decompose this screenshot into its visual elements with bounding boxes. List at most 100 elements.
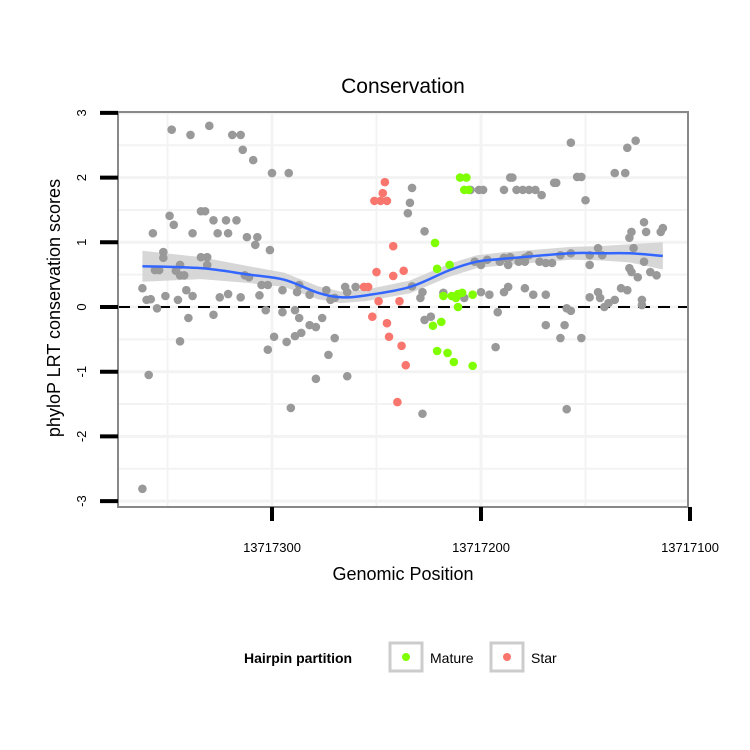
- data-point-other: [493, 307, 503, 317]
- data-point-other: [620, 168, 630, 178]
- data-point-other: [294, 313, 304, 323]
- data-point-other: [585, 260, 594, 270]
- data-point-other: [184, 313, 193, 323]
- data-point-other: [232, 216, 241, 225]
- data-point-star: [393, 397, 402, 407]
- data-point-other: [238, 145, 248, 155]
- data-point-other: [420, 227, 429, 236]
- legend-label-mature: Mature: [430, 650, 474, 666]
- data-point-other: [292, 287, 302, 297]
- data-point-other: [577, 333, 586, 343]
- data-point-other: [161, 291, 170, 301]
- data-point-other: [577, 172, 586, 182]
- data-point-other: [418, 287, 427, 297]
- data-point-other: [165, 211, 174, 221]
- legend: Hairpin partition Mature Star: [244, 641, 557, 673]
- data-point-other: [566, 138, 576, 147]
- data-point-other: [269, 332, 279, 342]
- data-point-other: [263, 345, 273, 355]
- data-point-mature: [462, 173, 471, 182]
- y-tick-label: -2: [74, 431, 89, 443]
- data-point-other: [324, 350, 333, 360]
- chart-title: Conservation: [341, 75, 465, 98]
- data-point-other: [595, 293, 605, 303]
- y-tick-label: 3: [74, 109, 89, 116]
- data-point-other: [311, 374, 321, 384]
- legend-key-mature: [402, 653, 410, 661]
- data-point-other: [593, 243, 603, 253]
- data-point-other: [625, 233, 634, 243]
- data-point-other: [518, 185, 528, 195]
- data-point-other: [242, 232, 252, 242]
- data-point-star: [372, 267, 381, 277]
- x-tick-label: 13717200: [452, 540, 510, 555]
- data-point-other: [284, 168, 294, 178]
- data-point-other: [351, 282, 360, 292]
- data-point-other: [209, 310, 218, 320]
- data-point-other: [476, 260, 486, 270]
- data-point-mature: [443, 348, 452, 358]
- data-point-other: [426, 312, 436, 322]
- data-point-other: [405, 198, 415, 208]
- data-point-other: [633, 272, 643, 282]
- data-point-other: [528, 290, 538, 300]
- data-point-other: [305, 290, 314, 300]
- data-point-other: [585, 292, 594, 302]
- data-point-star: [368, 312, 377, 322]
- data-point-other: [478, 185, 488, 195]
- confidence-band: [142, 242, 663, 304]
- data-point-star: [370, 196, 379, 206]
- data-point-other: [152, 303, 162, 313]
- data-point-other: [407, 183, 417, 193]
- data-point-mature: [457, 288, 467, 298]
- y-tick-label: 1: [74, 239, 89, 246]
- smooth-line: [142, 251, 663, 299]
- data-point-other: [658, 223, 668, 233]
- data-point-other: [623, 143, 632, 153]
- data-point-star: [374, 296, 383, 306]
- data-point-other: [213, 228, 222, 238]
- data-point-mature: [464, 185, 473, 195]
- data-point-other: [261, 305, 271, 315]
- legend-key-star-box: [489, 641, 525, 673]
- data-point-star: [382, 318, 392, 328]
- data-point-other: [154, 265, 164, 275]
- smooth-confidence-band: [142, 242, 663, 304]
- data-point-other: [524, 185, 534, 195]
- data-point-other: [566, 306, 576, 316]
- data-point-other: [342, 287, 352, 297]
- data-point-other: [317, 313, 327, 323]
- data-point-mature: [432, 264, 442, 274]
- data-point-other: [520, 283, 530, 293]
- data-point-mature: [453, 302, 463, 312]
- x-tick-label: 13717100: [661, 540, 719, 555]
- data-point-mature: [436, 317, 446, 327]
- data-point-other: [639, 217, 649, 227]
- data-point-other: [227, 130, 237, 140]
- data-point-other: [221, 216, 231, 225]
- data-point-other: [641, 227, 651, 237]
- legend-title: Hairpin partition: [244, 650, 352, 666]
- data-point-other: [581, 195, 590, 205]
- data-point-other: [508, 173, 517, 182]
- data-point-other: [255, 291, 264, 300]
- data-point-other: [282, 337, 291, 347]
- data-point-other: [296, 328, 306, 338]
- data-point-other: [188, 291, 197, 301]
- data-point-other: [562, 404, 571, 414]
- data-point-other: [623, 285, 632, 295]
- data-point-mature: [445, 260, 454, 270]
- data-point-other: [278, 307, 287, 317]
- data-point-other: [209, 216, 218, 225]
- data-point-other: [148, 228, 158, 238]
- axes: 13717300 13717200 13717100 3 2 1 0 -1 -2 -3: [74, 109, 719, 555]
- data-point-other: [637, 300, 647, 310]
- data-point-other: [541, 320, 551, 330]
- data-point-other: [263, 280, 273, 290]
- data-point-other: [541, 290, 551, 300]
- data-point-other: [629, 243, 638, 253]
- data-point-star: [388, 271, 398, 281]
- data-point-other: [250, 240, 260, 250]
- data-point-other: [311, 322, 321, 332]
